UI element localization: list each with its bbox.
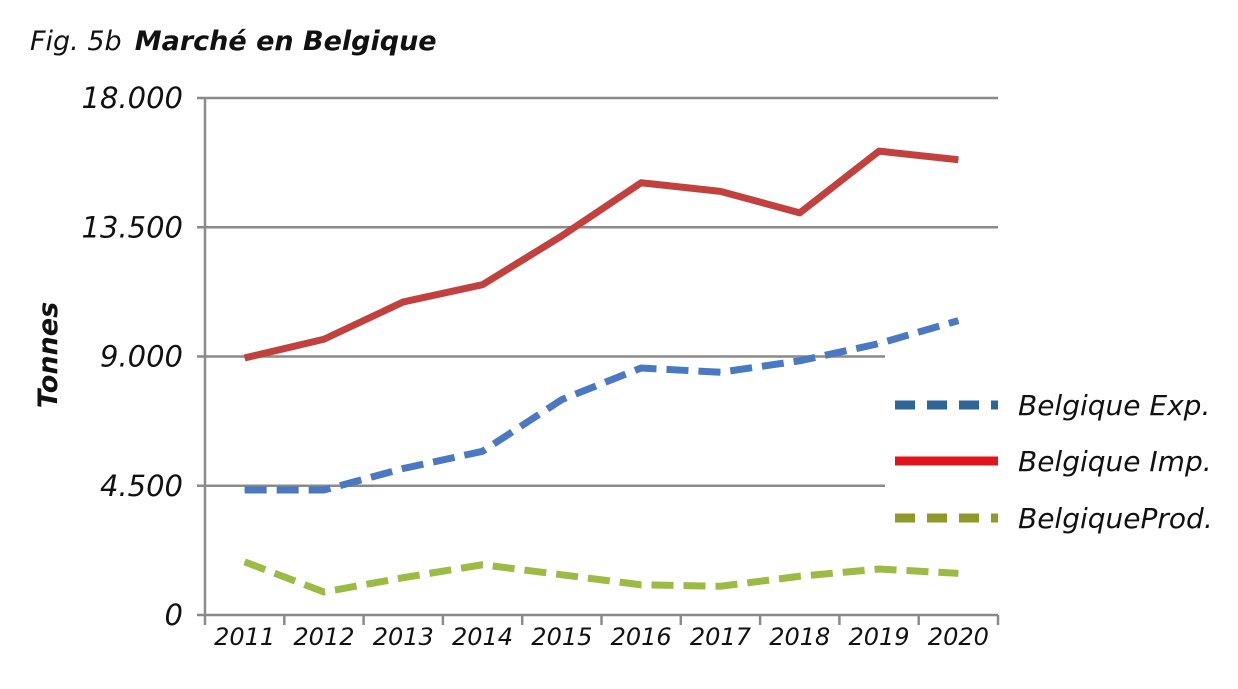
series-line-2 (243, 147, 959, 362)
x-tick-label: 2015 (531, 623, 592, 651)
y-tick-label: 4.500 (100, 469, 183, 503)
data-point (719, 371, 721, 373)
data-point (402, 577, 404, 579)
x-tick-label: 2014 (452, 623, 513, 651)
x-tick-label: 2020 (928, 623, 989, 651)
data-point (482, 284, 484, 286)
series-line-1 (244, 317, 960, 494)
data-point (640, 367, 642, 369)
data-point (799, 575, 801, 577)
data-point (957, 320, 959, 322)
chart-title: Fig. 5b Marché en Belgique (30, 26, 437, 57)
data-point (640, 584, 642, 586)
data-point (878, 568, 880, 570)
data-point (244, 561, 246, 563)
legend-label: Belgique Exp. (1018, 389, 1210, 422)
y-tick-labels: 0 4.500 9.000 13.500 18.000 (82, 81, 183, 632)
data-point (957, 572, 959, 574)
data-point (244, 357, 246, 359)
data-point (957, 159, 959, 161)
data-point (244, 489, 246, 491)
x-tick-label: 2011 (214, 623, 275, 651)
x-tick-label: 2013 (373, 623, 434, 651)
y-tick-label: 13.500 (82, 210, 183, 244)
axes (197, 98, 1000, 625)
data-point (719, 585, 721, 587)
data-point (402, 468, 404, 470)
x-tick-labels: 2011 2012 2013 2014 2015 2016 2017 2018 2019 2020 (214, 623, 989, 651)
legend: Belgique Exp. Belgique Imp. BelgiqueProd. (895, 389, 1213, 535)
x-tick-label: 2017 (690, 623, 752, 651)
gridlines (197, 96, 998, 487)
data-point (482, 564, 484, 566)
data-point (323, 591, 325, 593)
chart-title-main: Marché en Belgique (135, 26, 437, 57)
chart-title-prefix: Fig. 5b (30, 26, 122, 57)
series-lines (243, 147, 960, 596)
data-point (323, 489, 325, 491)
y-axis-label: Tonnes (33, 302, 64, 408)
data-point (561, 235, 563, 237)
y-tick-label: 18.000 (82, 81, 183, 115)
data-point (799, 212, 801, 214)
series-line-3 (243, 558, 959, 596)
data-point (878, 150, 880, 152)
data-point (799, 360, 801, 362)
x-tick-label: 2016 (611, 623, 672, 651)
data-point (719, 190, 721, 192)
data-point (482, 450, 484, 452)
y-tick-label: 0 (165, 598, 183, 632)
y-tick-label: 9.000 (100, 340, 183, 374)
x-tick-label: 2012 (293, 623, 354, 651)
data-point (402, 301, 404, 303)
data-point (323, 338, 325, 340)
data-point (561, 574, 563, 576)
legend-label: Belgique Imp. (1018, 445, 1212, 478)
x-tick-label: 2019 (849, 623, 910, 651)
legend-label: BelgiqueProd. (1018, 502, 1213, 535)
data-point (878, 343, 880, 345)
data-point (561, 399, 563, 401)
x-tick-label: 2018 (769, 623, 830, 651)
data-point (640, 182, 642, 184)
